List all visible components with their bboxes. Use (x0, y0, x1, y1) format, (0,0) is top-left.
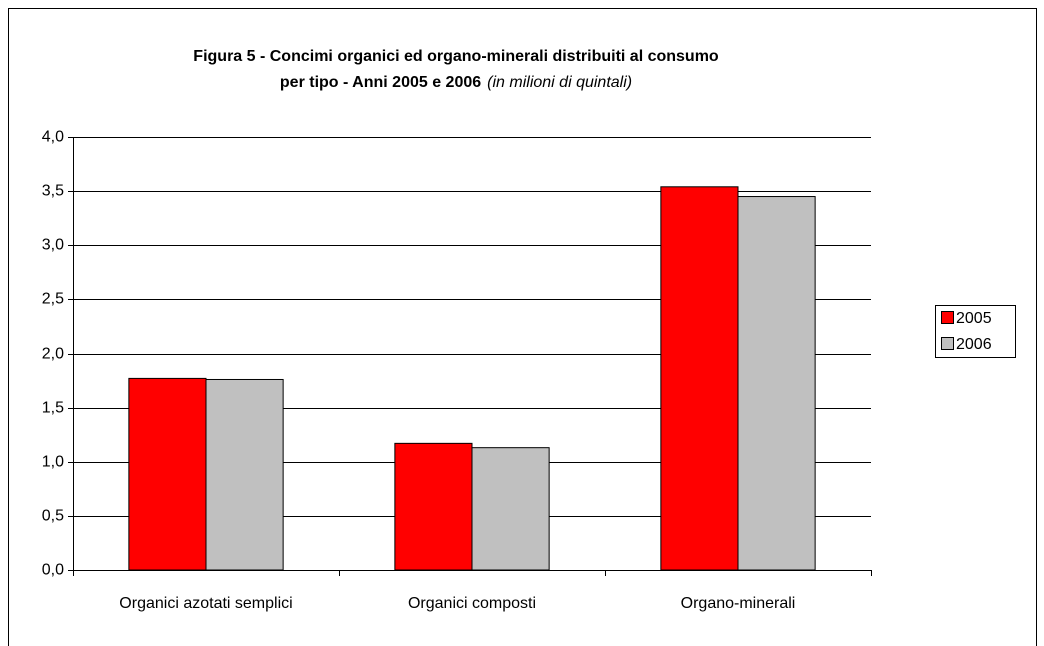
x-tick-label: Organici azotati semplici (119, 595, 292, 612)
bar (205, 378, 284, 571)
bar (128, 377, 207, 571)
legend-swatch (941, 337, 954, 350)
bar (394, 442, 473, 571)
legend-swatch (941, 311, 954, 324)
chart-title: Figura 5 - Concimi organici ed organo-mi… (193, 48, 719, 65)
bar (471, 447, 550, 571)
y-tick-label: 2,5 (42, 291, 64, 308)
y-tick-label: 1,5 (42, 400, 64, 417)
y-tick-label: 3,0 (42, 237, 64, 254)
y-tick-label: 0,0 (42, 562, 64, 579)
chart-title: per tipo - Anni 2005 e 2006 (in milioni d… (280, 74, 632, 91)
bar (660, 186, 739, 571)
y-tick-label: 1,0 (42, 454, 64, 471)
chart-subtitle: (in milioni di quintali) (487, 74, 632, 91)
chart-title-line: per tipo - Anni 2005 e 2006 (280, 74, 481, 91)
bar (737, 196, 816, 571)
y-tick-label: 0,5 (42, 508, 64, 525)
chart-frame (8, 8, 1037, 646)
y-tick-label: 2,0 (42, 346, 64, 363)
y-tick-label: 3,5 (42, 183, 64, 200)
legend-label: 2006 (956, 336, 992, 353)
legend-label: 2005 (956, 310, 992, 327)
x-tick-label: Organo-minerali (681, 595, 796, 612)
x-tick-label: Organici composti (408, 595, 536, 612)
y-tick-label: 4,0 (42, 129, 64, 146)
